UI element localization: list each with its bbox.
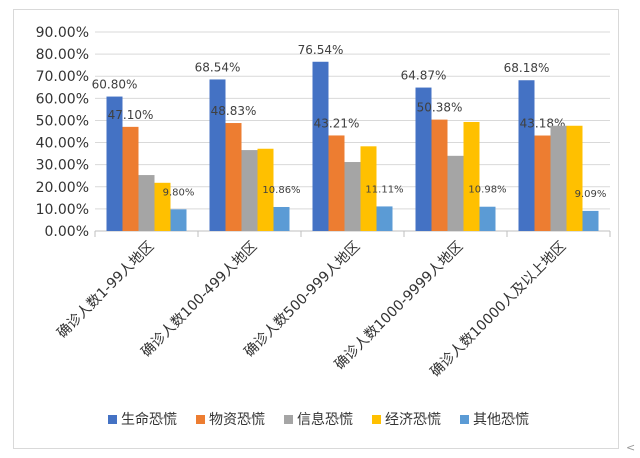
bar <box>209 79 226 232</box>
bar <box>447 155 464 231</box>
bar <box>138 175 155 231</box>
legend-label: 生命恐慌 <box>121 411 177 428</box>
bar <box>257 148 274 231</box>
legend-label: 信息恐慌 <box>297 411 353 428</box>
category-label: 确诊人数100-499人地区 <box>138 239 260 361</box>
bar <box>534 135 551 231</box>
category-label: 确诊人数500-999人地区 <box>241 239 363 361</box>
bar <box>225 123 242 231</box>
data-label: 10.98% <box>468 185 506 196</box>
category-label: 确诊人数1-99人地区 <box>54 239 157 342</box>
y-tick-label: 90.00% <box>36 25 89 41</box>
legend-swatch <box>284 415 293 424</box>
data-label: 11.11% <box>365 184 403 195</box>
y-tick-label: 50.00% <box>36 113 89 129</box>
data-label: 68.18% <box>504 61 550 75</box>
y-tick-label: 0.00% <box>45 224 89 240</box>
data-label: 10.86% <box>262 185 300 196</box>
legend-label: 物资恐慌 <box>209 412 265 428</box>
data-label: 47.10% <box>108 108 154 122</box>
legend-swatch <box>372 415 381 424</box>
chart-frame <box>13 9 619 449</box>
data-label: 60.80% <box>92 78 138 92</box>
legend-swatch <box>196 415 205 424</box>
y-tick-label: 10.00% <box>36 202 89 218</box>
bar <box>154 182 171 231</box>
y-tick-label: 70.00% <box>36 69 89 85</box>
data-label: 9.80% <box>163 187 195 198</box>
bar <box>582 210 599 231</box>
y-tick-label: 40.00% <box>36 136 89 152</box>
legend-swatch <box>460 415 469 424</box>
bar <box>312 61 329 232</box>
data-label: 50.38% <box>417 101 463 115</box>
bar <box>415 87 432 232</box>
cursor-mark: < <box>626 441 636 454</box>
data-label: 48.83% <box>211 104 257 118</box>
data-label: 43.21% <box>314 116 360 130</box>
legend-label: 经济恐慌 <box>385 412 441 428</box>
data-label: 9.09% <box>575 189 607 200</box>
bar <box>550 125 567 231</box>
bar <box>479 206 496 231</box>
legend-label: 其他恐慌 <box>473 412 529 428</box>
y-tick-label: 30.00% <box>36 158 89 174</box>
bar <box>360 146 377 231</box>
bar <box>344 162 361 231</box>
y-tick-label: 60.00% <box>36 91 89 107</box>
bar <box>463 121 480 231</box>
bar <box>241 150 258 231</box>
bar <box>273 206 290 231</box>
y-tick-label: 80.00% <box>36 47 89 63</box>
bar <box>328 135 345 231</box>
data-label: 68.54% <box>195 60 241 74</box>
data-label: 76.54% <box>298 43 344 57</box>
y-tick-label: 20.00% <box>36 180 89 196</box>
bar <box>122 126 139 231</box>
bar <box>431 119 448 231</box>
data-label: 64.87% <box>401 69 447 83</box>
bar <box>566 125 583 231</box>
bar <box>376 206 393 231</box>
legend-swatch <box>108 415 117 424</box>
bar <box>518 80 535 231</box>
bar <box>106 96 123 231</box>
bar <box>170 209 187 231</box>
